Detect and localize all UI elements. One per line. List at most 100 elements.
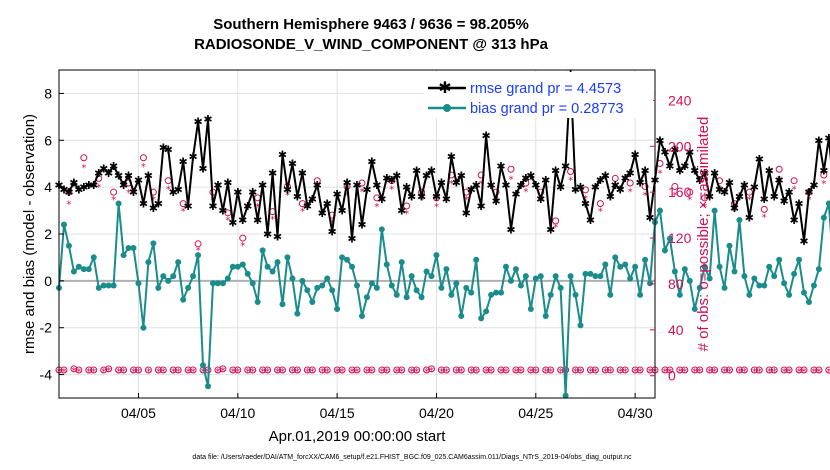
rmse-point: ✱ — [59, 183, 68, 196]
obs-possible-point — [85, 366, 93, 374]
rmse-point: ✱ — [154, 198, 163, 211]
bias-point — [85, 266, 92, 273]
obs-possible-point — [144, 366, 152, 374]
rmse-point: ✱ — [318, 207, 327, 220]
rmse-point: ✱ — [765, 165, 774, 178]
bias-point — [294, 310, 301, 317]
bias-point — [319, 282, 326, 289]
chart-title-line1: Southern Hemisphere 9463 / 9636 = 98.205… — [213, 16, 529, 33]
bias-point — [200, 362, 207, 369]
obs-assimilated-point: * — [826, 367, 830, 378]
bias-point — [761, 282, 768, 289]
obs-possible-point — [636, 366, 644, 374]
legend-bias-label: bias grand pr = 0.28773 — [470, 101, 624, 117]
bias-point — [805, 298, 812, 305]
data-file-footnote: data file: /Users/raeder/DAI/ATM_forcXX/… — [192, 454, 632, 461]
x-tick-label: 04/30 — [618, 405, 653, 421]
rmse-point: ✱ — [323, 198, 332, 211]
obs-assimilated-point: * — [439, 367, 444, 378]
obs-assimilated-point: * — [737, 367, 742, 378]
obs-assimilated-point: * — [359, 187, 364, 198]
rmse-point: ✱ — [387, 174, 396, 187]
bias-point — [562, 392, 569, 399]
obs-possible-point — [472, 366, 480, 374]
bias-point — [801, 289, 807, 296]
rmse-point: ✱ — [794, 198, 803, 211]
bias-point — [453, 280, 460, 287]
bias-point — [145, 259, 152, 266]
obs-assimilated-point: * — [762, 212, 767, 223]
rmse-point: ✱ — [362, 183, 371, 196]
obs-possible-point — [239, 234, 247, 242]
obs-assimilated-point: * — [722, 367, 727, 378]
rmse-point: ✱ — [228, 216, 237, 229]
obs-possible-point — [100, 366, 108, 374]
rmse-point: ✱ — [84, 179, 93, 192]
obs-possible-point — [487, 366, 495, 374]
obs-possible-point — [189, 366, 197, 374]
bias-point — [607, 291, 614, 298]
rmse-point: ✱ — [397, 205, 406, 218]
obs-assimilated-point: * — [66, 200, 71, 211]
obs-possible-point — [154, 366, 162, 374]
bias-point — [577, 322, 584, 329]
obs-assimilated-point: * — [146, 367, 151, 378]
left-tick-label: 4 — [44, 179, 52, 195]
bias-point — [810, 282, 817, 289]
rmse-point: ✱ — [213, 179, 222, 192]
rmse-point: ✱ — [571, 183, 580, 196]
rmse-point: ✱ — [174, 183, 183, 196]
obs-assimilated-point: * — [424, 367, 429, 378]
rmse-point: ✱ — [551, 165, 560, 178]
obs-assimilated-point: * — [444, 367, 449, 378]
obs-possible-point — [567, 168, 575, 176]
obs-possible-point — [542, 366, 550, 374]
obs-possible-point — [586, 366, 594, 374]
bias-point — [110, 282, 117, 289]
x-axis-label: Apr.01,2019 00:00:00 start — [269, 428, 447, 445]
rmse-point: ✱ — [586, 214, 595, 227]
rmse-point: ✱ — [298, 167, 307, 180]
obs-possible-point — [482, 366, 490, 374]
rmse-point: ✱ — [665, 160, 674, 173]
obs-assimilated-point: * — [61, 367, 66, 378]
obs-assimilated-point: * — [623, 367, 628, 378]
obs-assimilated-point: * — [578, 367, 583, 378]
obs-assimilated-point: * — [648, 367, 653, 378]
rmse-point: ✱ — [89, 179, 98, 192]
obs-possible-point — [383, 366, 391, 374]
bias-point — [602, 261, 609, 268]
bias-point — [130, 245, 137, 252]
obs-assimilated-point: * — [464, 195, 469, 206]
rmse-point: ✱ — [601, 169, 610, 182]
rmse-point: ✱ — [750, 181, 759, 194]
obs-possible-point — [666, 366, 674, 374]
rmse-point: ✱ — [283, 183, 292, 196]
rmse-point: ✱ — [337, 205, 346, 218]
bias-line — [58, 203, 830, 396]
obs-assimilated-point: * — [742, 367, 747, 378]
obs-assimilated-point: * — [504, 367, 509, 378]
rmse-point: ✱ — [114, 169, 123, 182]
obs-assimilated-point: * — [166, 185, 171, 196]
obs-possible-point — [681, 366, 689, 374]
rmse-point: ✱ — [789, 214, 798, 227]
rmse-point: ✱ — [809, 179, 818, 192]
obs-assimilated-point: * — [469, 367, 474, 378]
obs-assimilated-point: * — [588, 367, 593, 378]
bias-point — [398, 259, 405, 266]
obs-assimilated-point: * — [255, 202, 260, 213]
obs-possible-point — [159, 366, 167, 374]
left-tick-label: 2 — [44, 226, 52, 242]
obs-assimilated-point: * — [697, 367, 702, 378]
obs-assimilated-point: * — [404, 209, 409, 220]
obs-assimilated-point: * — [618, 367, 623, 378]
obs-assimilated-point: * — [161, 367, 166, 378]
obs-assimilated-point: * — [220, 366, 225, 377]
bias-point — [393, 291, 400, 298]
rmse-point: ✱ — [144, 169, 153, 182]
bias-point — [115, 200, 122, 207]
rmse-point: ✱ — [203, 113, 212, 126]
rmse-point: ✱ — [208, 200, 217, 213]
rmse-point: ✱ — [710, 167, 719, 180]
